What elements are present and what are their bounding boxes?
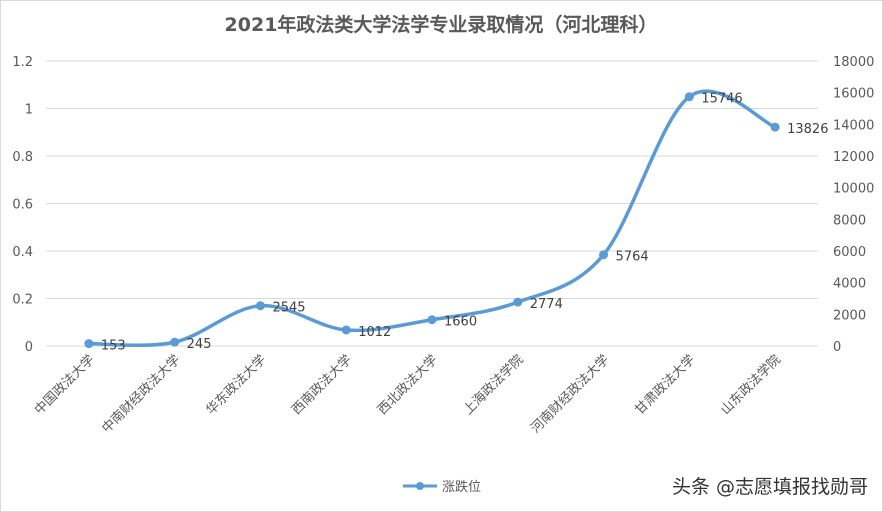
data-point [341, 325, 351, 335]
gridlines [46, 60, 818, 347]
data-label: 2545 [272, 301, 305, 316]
right-tick-label: 4000 [833, 277, 866, 292]
left-tick-label: 0.4 [12, 245, 33, 260]
watermark-text: 头条 @志愿填报找勋哥 [672, 476, 868, 498]
data-point [684, 92, 694, 102]
data-label: 245 [187, 337, 212, 352]
data-point [427, 315, 437, 325]
left-tick-label: 0 [25, 340, 33, 355]
series-line [87, 89, 777, 348]
data-label: 1660 [444, 315, 477, 330]
legend-label: 涨跌位 [442, 479, 481, 495]
left-axis-ticks: 0 0.2 0.4 0.6 0.8 1 1.2 [12, 55, 33, 355]
data-point [255, 301, 265, 311]
right-tick-label: 8000 [833, 213, 866, 228]
right-tick-label: 12000 [833, 150, 874, 165]
right-axis-ticks: 0 2000 4000 6000 8000 10000 12000 14000 16000 180… [833, 55, 874, 355]
left-tick-label: 0.6 [12, 198, 33, 213]
data-label: 5764 [616, 250, 649, 265]
right-tick-label: 0 [833, 340, 841, 355]
data-label: 15746 [701, 92, 742, 107]
left-tick-label: 1.2 [12, 55, 33, 70]
data-point [170, 337, 180, 347]
right-tick-label: 10000 [833, 182, 874, 197]
data-label: 1012 [358, 325, 391, 340]
data-label: 2774 [530, 297, 563, 312]
right-tick-label: 2000 [833, 308, 866, 323]
left-tick-label: 0.8 [12, 150, 33, 165]
right-tick-label: 16000 [833, 87, 874, 102]
right-tick-label: 18000 [833, 55, 874, 70]
data-point [513, 297, 523, 307]
left-tick-label: 1 [25, 103, 33, 118]
data-label: 13826 [787, 122, 828, 137]
chart-title: 2021年政法类大学法学专业录取情况（河北理科） [225, 13, 658, 36]
data-point [84, 339, 94, 349]
right-tick-label: 6000 [833, 245, 866, 260]
left-tick-label: 0.2 [12, 293, 33, 308]
legend: 涨跌位 [403, 479, 481, 495]
data-point [770, 122, 780, 132]
legend-swatch-marker [416, 482, 424, 490]
data-point [599, 250, 609, 260]
right-tick-label: 14000 [833, 118, 874, 133]
data-label: 153 [101, 339, 126, 354]
series-layer: 153 245 2545 1012 1660 2774 5764 15746 13826 [84, 89, 828, 354]
